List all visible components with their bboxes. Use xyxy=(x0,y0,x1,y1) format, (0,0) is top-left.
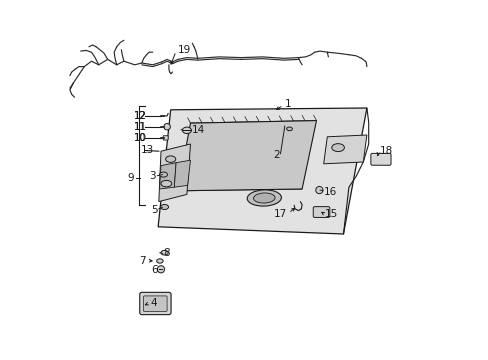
Text: 11: 11 xyxy=(134,122,146,132)
Ellipse shape xyxy=(253,193,275,203)
Text: 7: 7 xyxy=(139,256,145,266)
Text: 5: 5 xyxy=(150,204,157,215)
Polygon shape xyxy=(159,144,190,202)
Ellipse shape xyxy=(161,180,171,187)
Ellipse shape xyxy=(165,156,175,162)
Polygon shape xyxy=(323,135,366,164)
Text: 10: 10 xyxy=(134,132,146,143)
FancyBboxPatch shape xyxy=(143,296,167,311)
Text: 12: 12 xyxy=(134,111,146,121)
Ellipse shape xyxy=(182,127,191,134)
Text: 11: 11 xyxy=(133,122,146,132)
Ellipse shape xyxy=(159,172,167,177)
Ellipse shape xyxy=(161,251,168,255)
Text: 15: 15 xyxy=(324,209,337,219)
Polygon shape xyxy=(178,121,316,191)
FancyBboxPatch shape xyxy=(140,292,171,315)
Ellipse shape xyxy=(156,259,163,263)
Ellipse shape xyxy=(247,190,281,206)
Ellipse shape xyxy=(160,204,168,210)
Text: 6: 6 xyxy=(150,265,157,275)
Circle shape xyxy=(315,186,322,194)
Polygon shape xyxy=(159,163,176,189)
Text: 17: 17 xyxy=(273,209,286,219)
Text: 9: 9 xyxy=(127,173,134,183)
Ellipse shape xyxy=(331,144,344,152)
Polygon shape xyxy=(174,160,190,187)
FancyBboxPatch shape xyxy=(163,136,168,140)
Circle shape xyxy=(163,123,170,130)
Text: 18: 18 xyxy=(379,146,392,156)
Text: 10: 10 xyxy=(133,132,146,143)
FancyBboxPatch shape xyxy=(313,207,329,217)
Text: 4: 4 xyxy=(150,298,157,308)
Ellipse shape xyxy=(286,127,292,131)
Text: 8: 8 xyxy=(163,248,170,258)
Circle shape xyxy=(157,266,164,273)
Text: 1: 1 xyxy=(284,99,291,109)
Text: 14: 14 xyxy=(192,125,205,135)
Polygon shape xyxy=(158,108,366,234)
Text: 12: 12 xyxy=(133,111,146,121)
FancyBboxPatch shape xyxy=(370,153,390,165)
Text: 16: 16 xyxy=(323,186,336,197)
Text: 13: 13 xyxy=(140,145,153,156)
Text: 3: 3 xyxy=(149,171,156,181)
Text: 19: 19 xyxy=(178,45,191,55)
Text: 2: 2 xyxy=(273,150,279,160)
